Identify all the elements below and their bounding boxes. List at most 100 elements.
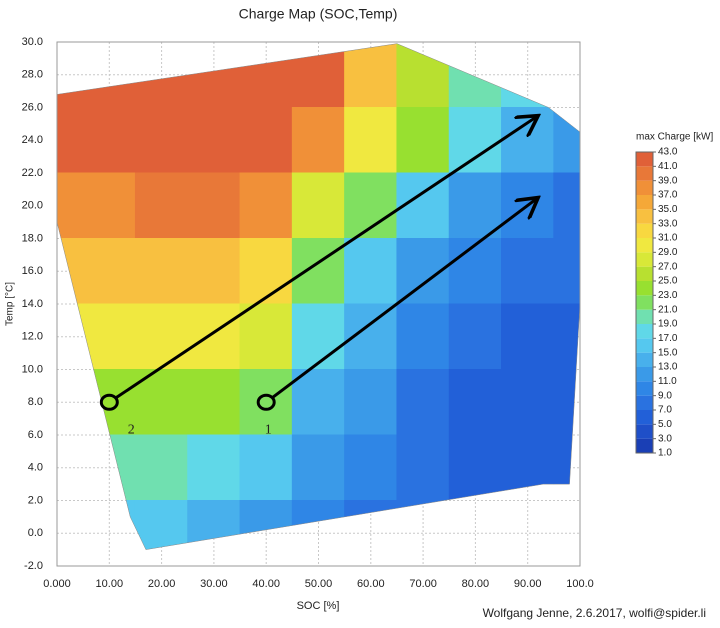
contour-cell (291, 434, 346, 501)
colorbar-swatch (636, 180, 653, 195)
contour-cell (134, 172, 189, 239)
colorbar-swatch (636, 395, 653, 410)
colorbar-swatch (636, 209, 653, 224)
contour-cell (553, 238, 580, 305)
y-tick-label: 26.0 (22, 101, 43, 113)
colorbar-swatch (636, 410, 653, 425)
colorbar-swatch (636, 266, 653, 281)
colorbar-swatch (636, 424, 653, 439)
colorbar-tick-label: 33.0 (658, 218, 678, 229)
x-tick-label: 0.000 (43, 578, 71, 590)
colorbar-swatch (636, 324, 653, 339)
contour-cell (187, 238, 241, 305)
contour-cell (82, 107, 136, 174)
colorbar-tick-label: 1.0 (658, 448, 672, 459)
arrow-start (256, 393, 276, 411)
contour-cell (187, 303, 241, 370)
contour-cell (396, 434, 450, 501)
x-tick-label: 40.00 (252, 578, 280, 590)
contour-cell (501, 303, 555, 370)
contour-cell (134, 238, 189, 305)
colorbar-label: max Charge [kW] (636, 132, 713, 143)
contour-cell (187, 369, 241, 436)
colorbar-tick-label: 13.0 (658, 362, 678, 373)
colorbar-tick-label: 27.0 (658, 261, 678, 272)
y-tick-label: 14.0 (22, 298, 43, 310)
arrow (115, 116, 538, 400)
colorbar-tick-label: 11.0 (658, 376, 677, 387)
colorbar-swatch (636, 238, 653, 253)
contour-cell (291, 172, 346, 239)
contour-cell (239, 238, 293, 305)
colorbar-swatch (636, 367, 653, 382)
contour-cell (239, 434, 293, 501)
colorbar-tick-label: 25.0 (658, 276, 678, 287)
colorbar-tick-label: 7.0 (658, 405, 672, 416)
contour-cell (57, 172, 84, 239)
colorbar-swatch (636, 281, 653, 296)
colorbar-tick-label: 21.0 (658, 304, 678, 315)
contour-cell (134, 107, 189, 174)
contour-cell (344, 434, 398, 501)
contour-cell (448, 238, 503, 305)
contour-cell (291, 107, 346, 174)
contour-cell (57, 107, 84, 174)
y-tick-label: 12.0 (22, 331, 43, 343)
arrow-start (99, 393, 119, 411)
contour-cell (82, 303, 136, 370)
colorbar-tick-label: 17.0 (658, 333, 678, 344)
arrow-label: 1 (265, 422, 272, 437)
contour-cell (396, 369, 450, 436)
colorbar-swatch (636, 295, 653, 310)
colorbar-swatch (636, 381, 653, 396)
colorbar-tick-label: 29.0 (658, 247, 678, 258)
contour-cell (187, 434, 241, 501)
x-tick-label: 30.00 (200, 578, 228, 590)
y-tick-label: 4.0 (28, 462, 43, 474)
colorbar-swatch (636, 152, 653, 167)
colorbar-tick-label: 23.0 (658, 290, 678, 301)
contour-cell (448, 434, 503, 501)
colorbar-tick-label: 43.0 (658, 147, 678, 158)
y-tick-label: 6.0 (28, 429, 43, 441)
contour-cell (501, 107, 555, 174)
contour-cell (448, 172, 503, 239)
contour-cell (291, 303, 346, 370)
contour-cell (344, 369, 398, 436)
contour-cell (134, 303, 189, 370)
y-tick-label: 30.0 (22, 36, 43, 48)
contour-cell (396, 303, 450, 370)
contour-cell (239, 172, 293, 239)
contour-cell (448, 107, 503, 174)
y-tick-label: 10.0 (22, 363, 43, 375)
colorbar-swatch (636, 166, 653, 181)
contour-cell (344, 107, 398, 174)
contour-cell (187, 107, 241, 174)
contour-cell (448, 303, 503, 370)
x-tick-label: 100.0 (566, 578, 594, 590)
contour-cell (134, 434, 189, 501)
y-tick-label: 2.0 (28, 494, 43, 506)
contour-cell (187, 172, 241, 239)
y-tick-label: 22.0 (22, 167, 43, 179)
contour-cell (134, 500, 189, 550)
colorbar-swatch (636, 195, 653, 210)
contour-cell (239, 303, 293, 370)
colorbar-tick-label: 15.0 (658, 347, 678, 358)
colorbar-tick-label: 9.0 (658, 390, 672, 401)
colorbar-swatch (636, 223, 653, 238)
colorbar-swatch (636, 352, 653, 367)
colorbar-tick-label: 31.0 (658, 233, 678, 244)
x-tick-label: 90.00 (514, 578, 542, 590)
contour-cell (291, 369, 346, 436)
x-tick-label: 50.00 (305, 578, 333, 590)
chart-title: Charge Map (SOC,Temp) (239, 6, 398, 22)
contour-cell (291, 238, 346, 305)
data-hull (56, 43, 581, 550)
colorbar-tick-label: 3.0 (658, 433, 672, 444)
contour-cell (396, 107, 450, 174)
contour-cell (501, 238, 555, 305)
contour-cell (344, 238, 398, 305)
y-tick-label: 20.0 (22, 200, 43, 212)
